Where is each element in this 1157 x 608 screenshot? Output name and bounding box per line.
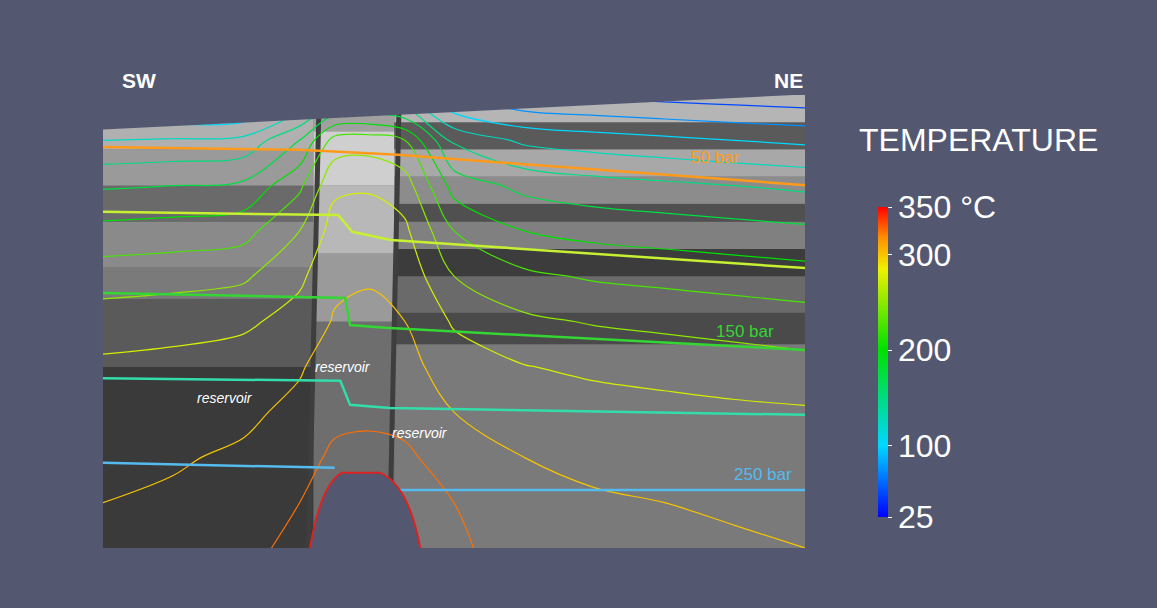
svg-text:100: 100 <box>898 428 951 464</box>
svg-text:250 bar: 250 bar <box>734 465 792 484</box>
svg-text:reservoir: reservoir <box>315 359 371 375</box>
svg-text:300: 300 <box>898 237 951 273</box>
svg-text:200: 200 <box>898 332 951 368</box>
svg-text:150 bar: 150 bar <box>716 322 774 341</box>
svg-text:TEMPERATURE: TEMPERATURE <box>859 122 1098 158</box>
svg-text:reservoir: reservoir <box>197 390 253 406</box>
svg-text:350 °C: 350 °C <box>898 189 996 225</box>
svg-text:reservoir: reservoir <box>392 425 448 441</box>
svg-text:SW: SW <box>122 69 156 92</box>
svg-text:50 bar: 50 bar <box>691 148 740 167</box>
svg-text:25: 25 <box>898 499 934 535</box>
svg-text:NE: NE <box>774 69 803 92</box>
